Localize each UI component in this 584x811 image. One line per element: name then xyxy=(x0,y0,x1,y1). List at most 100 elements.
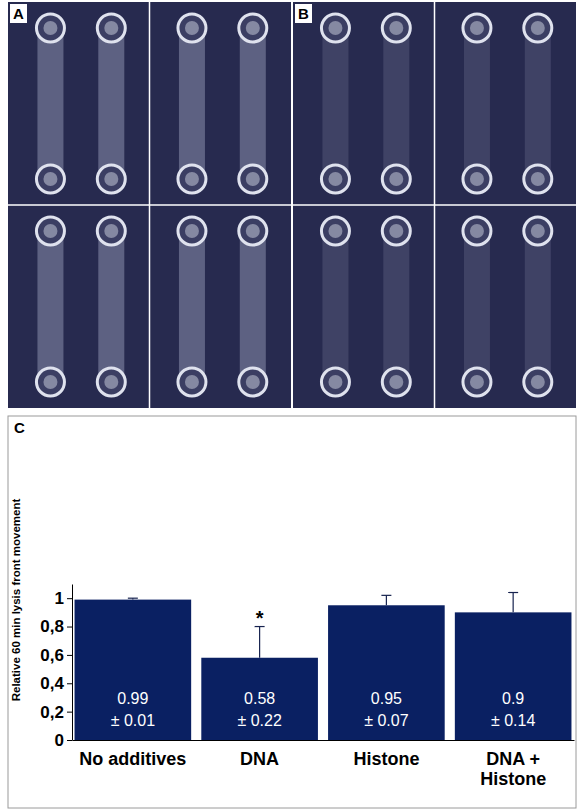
error-bar xyxy=(255,627,265,658)
gel-well xyxy=(178,217,206,245)
tile-divider xyxy=(8,204,291,206)
data-label: 0.58 xyxy=(244,690,275,707)
gel-well-center xyxy=(328,224,342,238)
gel-well xyxy=(382,165,410,193)
gel-well-center xyxy=(531,224,545,238)
y-axis-line xyxy=(72,585,73,741)
gel-lane xyxy=(383,28,409,179)
x-axis: No additivesDNAHistoneDNA +Histone xyxy=(73,740,575,789)
x-tick-label: Histone xyxy=(353,749,419,769)
gel-well-center xyxy=(328,21,342,35)
gel-well xyxy=(178,165,206,193)
bar xyxy=(328,605,445,740)
gel-well-center xyxy=(246,172,260,186)
gel-well xyxy=(524,165,552,193)
gel-well-center xyxy=(389,224,403,238)
gel-well xyxy=(97,217,125,245)
panel-label: C xyxy=(14,419,25,436)
data-labels: 0.99± 0.010.58± 0.220.95± 0.070.9± 0.14 xyxy=(111,690,536,729)
gel-well xyxy=(36,14,64,42)
x-tick: No additives xyxy=(79,740,186,769)
gel-well-center xyxy=(389,172,403,186)
error-bar xyxy=(508,593,518,613)
gel-well-center xyxy=(104,375,118,389)
gel-well-center xyxy=(470,375,484,389)
gel-well-center xyxy=(389,21,403,35)
photo-panel: A xyxy=(8,2,291,408)
gel-lane xyxy=(464,28,490,179)
y-tick: 0,4 xyxy=(40,674,72,693)
gel-well-center xyxy=(531,375,545,389)
tile-divider xyxy=(293,204,576,206)
gel-well-center xyxy=(470,224,484,238)
gel-lane xyxy=(525,231,551,382)
error-bar xyxy=(128,598,138,599)
y-tick-label: 0 xyxy=(55,731,64,750)
gel-well xyxy=(36,165,64,193)
gel-well xyxy=(382,14,410,42)
y-tick: 0 xyxy=(55,731,72,750)
error-label: ± 0.14 xyxy=(491,712,535,729)
gel-well-center xyxy=(104,21,118,35)
gel-lane xyxy=(37,231,63,382)
gel-well xyxy=(178,14,206,42)
gel-well xyxy=(239,14,267,42)
gel-well xyxy=(97,165,125,193)
x-axis-line xyxy=(73,740,575,741)
gel-well xyxy=(239,217,267,245)
x-tick-label: DNA +Histone xyxy=(480,749,546,790)
gel-well-center xyxy=(328,172,342,186)
y-tick-label: 0,6 xyxy=(40,646,64,665)
data-label: 0.9 xyxy=(502,690,524,707)
gel-lane xyxy=(179,28,205,179)
gel-well-center xyxy=(246,375,260,389)
y-tick: 0,6 xyxy=(40,646,72,665)
gel-lane xyxy=(240,28,266,179)
gel-well-center xyxy=(185,224,199,238)
annotation: * xyxy=(256,607,264,629)
error-bar-stem xyxy=(259,627,260,658)
gel-well xyxy=(36,217,64,245)
gel-lane xyxy=(179,231,205,382)
bar xyxy=(201,658,318,740)
error-bar-stem xyxy=(386,595,387,605)
gel-well-center xyxy=(43,21,57,35)
y-tick: 1 xyxy=(55,589,72,608)
gel-well-center xyxy=(246,224,260,238)
figure: ABC00,20,40,60,81No additivesDNAHistoneD… xyxy=(0,0,584,811)
data-label: 0.95 xyxy=(371,690,402,707)
gel-well xyxy=(321,165,349,193)
gel-well xyxy=(239,368,267,396)
gel-well-center xyxy=(104,172,118,186)
y-tick-label: 0,8 xyxy=(40,617,64,636)
gel-lane xyxy=(98,231,124,382)
panel-label: B xyxy=(298,5,309,22)
gel-well xyxy=(382,217,410,245)
gel-well xyxy=(524,217,552,245)
gel-well-center xyxy=(470,21,484,35)
panel-label: A xyxy=(13,5,24,22)
gel-well-center xyxy=(185,172,199,186)
gel-well-center xyxy=(246,21,260,35)
gel-well xyxy=(463,217,491,245)
y-tick-mark xyxy=(67,655,72,656)
gel-well xyxy=(321,14,349,42)
gel-well xyxy=(239,165,267,193)
gel-well-center xyxy=(104,224,118,238)
gel-well-center xyxy=(531,172,545,186)
error-bar-cap xyxy=(381,595,391,596)
photo-panel: B xyxy=(293,2,576,408)
x-tick: Histone xyxy=(353,740,419,769)
gel-lane xyxy=(525,28,551,179)
bars xyxy=(75,593,572,740)
bar xyxy=(455,612,572,740)
y-tick: 0,2 xyxy=(40,703,72,722)
gel-well xyxy=(524,14,552,42)
y-tick-mark xyxy=(67,712,72,713)
photo-background xyxy=(293,2,576,408)
gel-well xyxy=(463,368,491,396)
gel-well xyxy=(463,165,491,193)
x-tick-label: No additives xyxy=(79,749,186,769)
panel-frame xyxy=(8,416,576,808)
panel-label-patch xyxy=(295,4,312,23)
